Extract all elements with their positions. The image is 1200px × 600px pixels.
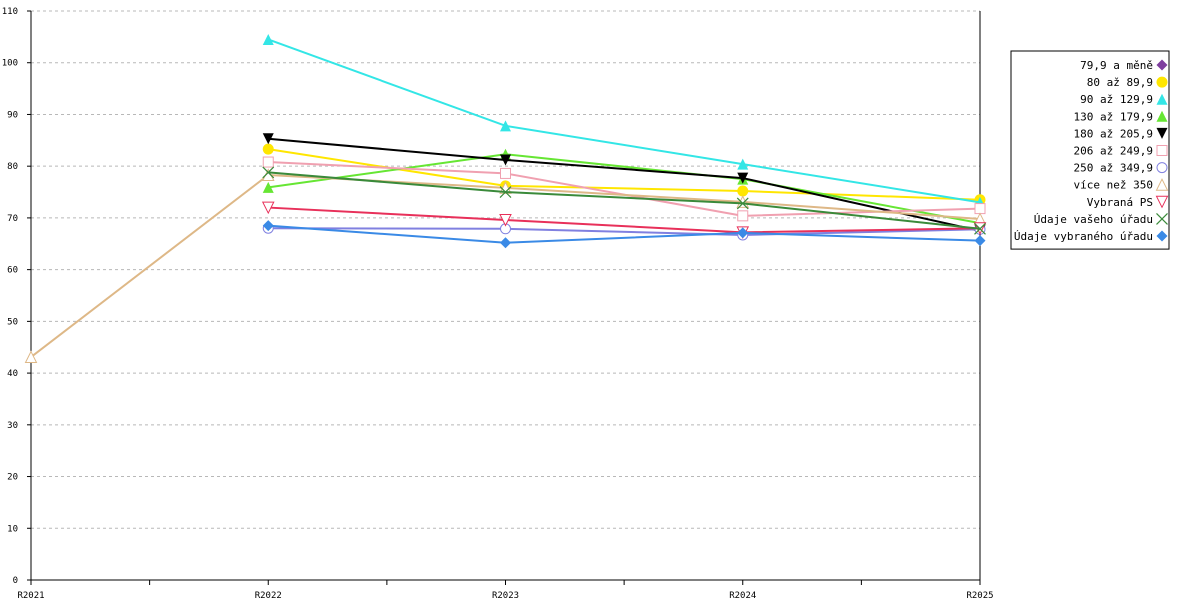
x-tick-label: R2023 — [492, 591, 519, 600]
series-2-point — [737, 158, 749, 170]
y-tick-label: 50 — [7, 317, 18, 327]
series-5-point — [974, 203, 986, 215]
series-10-line — [268, 224, 981, 244]
series-8-point — [261, 201, 275, 215]
legend-marker — [1156, 127, 1168, 139]
y-tick-label: 0 — [13, 576, 18, 586]
y-tick-label: 90 — [7, 110, 18, 120]
series-7-point — [24, 350, 38, 364]
series-7 — [24, 168, 987, 364]
series-9-point — [262, 166, 275, 179]
legend-box — [1010, 50, 1170, 250]
series-4-point — [500, 154, 511, 166]
legend-marker — [1155, 195, 1169, 209]
legend-marker — [1156, 212, 1168, 225]
legend-label: 79,9 a měně — [1080, 59, 1153, 72]
legend-label: Vybraná PS — [1087, 196, 1153, 209]
series-5-point — [500, 167, 511, 179]
x-tick-label: R2021 — [17, 591, 44, 600]
legend: 79,9 a měně 80 až 89,9 90 až 129,9 130 až 1… — [1010, 50, 1170, 250]
series-2-line — [267, 38, 981, 204]
legend-label: 206 až 249,9 — [1074, 145, 1153, 158]
series-4-line — [268, 137, 981, 232]
series-9-line — [268, 171, 981, 230]
legend-marker — [1156, 230, 1168, 242]
series-10-point — [737, 227, 749, 239]
series-1-point — [262, 143, 274, 155]
y-tick-label: 20 — [7, 473, 18, 483]
y-tick-label: 110 — [2, 7, 18, 17]
y-tick-label: 30 — [7, 421, 18, 431]
legend-label: 180 až 205,9 — [1074, 127, 1153, 140]
legend-label: 90 až 129,9 — [1080, 93, 1153, 106]
series-8-point — [499, 213, 512, 227]
x-tick-label: R2024 — [729, 591, 756, 600]
series-10-point — [262, 220, 274, 232]
y-tick-label: 80 — [7, 162, 18, 172]
series-8-line — [268, 206, 981, 234]
y-tick-label: 10 — [7, 524, 18, 534]
legend-marker — [1156, 110, 1168, 122]
legend-label: Údaje vybraného úřadu — [1014, 230, 1153, 243]
legend-marker — [1156, 59, 1168, 71]
series-4-point — [737, 172, 749, 184]
series-1-point — [737, 185, 749, 197]
series-5-point — [737, 210, 749, 222]
series-6-line — [268, 227, 981, 236]
legend-marker — [1156, 162, 1168, 174]
legend-label: více než 350 — [1074, 179, 1153, 192]
series-10-point — [974, 235, 986, 247]
series-9-point — [974, 222, 986, 235]
series-9 — [262, 166, 986, 235]
legend-label: Údaje vašeho úřadu — [1034, 213, 1153, 226]
legend-label: 130 až 179,9 — [1074, 110, 1153, 123]
y-tick-label: 100 — [2, 59, 18, 69]
legend-marker — [1156, 76, 1168, 88]
legend-marker — [1155, 178, 1169, 191]
series-2-point — [500, 120, 511, 132]
series-7-line — [30, 173, 981, 358]
grid — [31, 10, 980, 529]
series-10-point — [500, 237, 511, 249]
y-tick-label: 60 — [7, 266, 18, 276]
plot-area — [24, 33, 987, 364]
x-tick-label: R2025 — [966, 591, 993, 600]
legend-marker — [1156, 145, 1168, 156]
y-tick-label: 40 — [7, 369, 18, 379]
legend-marker — [1156, 93, 1168, 105]
series-1 — [262, 143, 986, 206]
series-1-line — [268, 148, 981, 201]
series-3-line — [268, 153, 981, 225]
series-10 — [262, 220, 986, 249]
axes: 0 10 20 30 40 50 60 70 80 90 100 110 R2021 R2022 R2023… — [2, 7, 994, 600]
series-5-point — [262, 156, 274, 168]
x-tick-label: R2022 — [255, 591, 282, 600]
series-9-point — [736, 197, 749, 210]
series-2-point — [262, 33, 274, 45]
legend-label: 250 až 349,9 — [1074, 162, 1153, 175]
y-tick-label: 70 — [7, 214, 18, 224]
series-4-point — [262, 133, 274, 145]
series-7-point — [499, 181, 512, 194]
series-3-point — [262, 181, 274, 193]
legend-label: 80 až 89,9 — [1087, 76, 1153, 89]
series-9-point — [499, 186, 512, 198]
